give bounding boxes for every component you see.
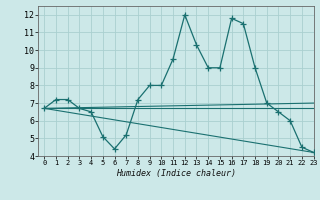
X-axis label: Humidex (Indice chaleur): Humidex (Indice chaleur) <box>116 169 236 178</box>
